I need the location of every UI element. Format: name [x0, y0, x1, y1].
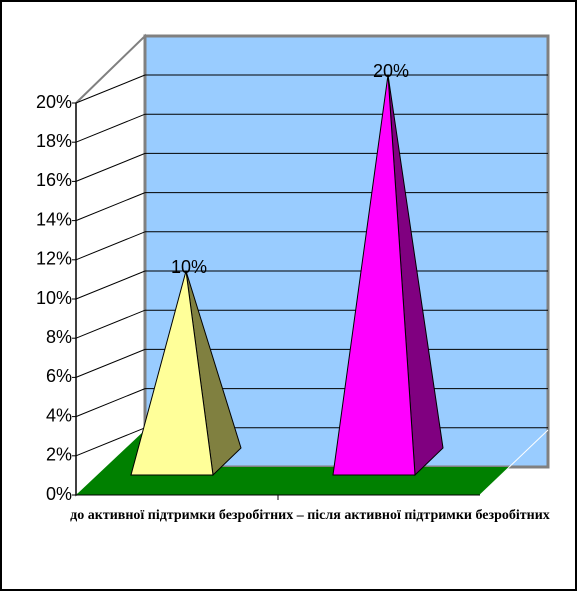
y-tick-label: 6%: [46, 366, 72, 386]
pyramid-front: [130, 270, 214, 476]
value-label: 10%: [171, 257, 207, 277]
floor-edge: [479, 429, 549, 496]
x-axis-label: до активної підтримки безробітних – післ…: [70, 508, 550, 523]
grid-line: [75, 427, 146, 457]
grid-line: [75, 348, 146, 378]
grid-line: [75, 74, 146, 104]
grid-line: [75, 113, 146, 143]
y-tick-label: 4%: [46, 405, 72, 425]
y-tick-label: 16%: [36, 170, 72, 190]
floor: [76, 430, 510, 495]
pyramid-front: [332, 74, 416, 476]
grid-line: [75, 309, 146, 339]
y-tick-label: 8%: [46, 327, 72, 347]
grid-line: [75, 388, 146, 418]
y-tick-label: 12%: [36, 249, 72, 269]
grid-line: [75, 152, 146, 182]
y-tick-label: 0%: [46, 484, 72, 504]
y-tick-label: 14%: [36, 209, 72, 229]
side-wall: [75, 33, 146, 497]
y-tick-label: 18%: [36, 131, 72, 151]
y-tick-label: 20%: [36, 92, 72, 112]
y-tick-label: 10%: [36, 288, 72, 308]
grid-line: [75, 231, 146, 261]
value-label: 20%: [373, 61, 409, 81]
grid-line: [75, 192, 146, 222]
y-tick-label: 2%: [46, 445, 72, 465]
grid-line: [75, 270, 146, 300]
